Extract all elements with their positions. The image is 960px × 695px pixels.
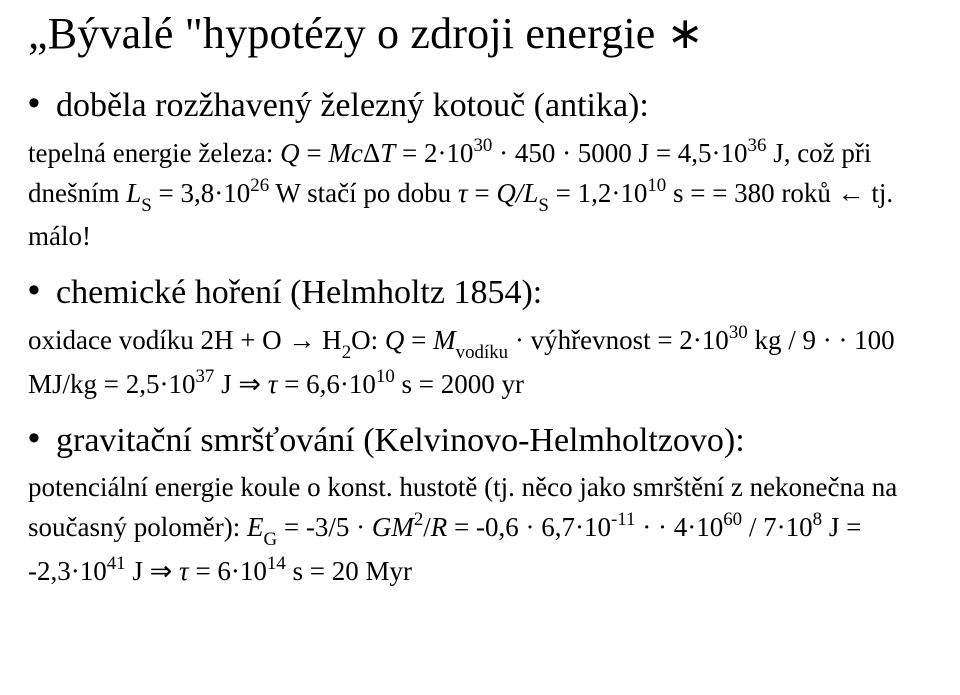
bullet-body: potenciální energie koule o konst. husto… [28,468,932,591]
slide: „Bývalé "hypotézy o zdroji energie ∗ • d… [0,0,960,695]
bullet-row: • gravitační smršťování (Kelvinovo-Helmh… [28,418,932,464]
bullet-heading: gravitační smršťování (Kelvinovo-Helmhol… [56,418,745,464]
bullet-row: • chemické hoření (Helmholtz 1854): [28,270,932,316]
bullet-body: tepelná energie železa: Q = McΔT = 2·103… [28,133,932,256]
bullet-heading: doběla rozžhavený železný kotouč (antika… [56,83,649,129]
bullet-marker: • [28,270,42,311]
bullet-marker: • [28,418,42,459]
bullet-heading: chemické hoření (Helmholtz 1854): [56,270,542,316]
bullet-row: • doběla rozžhavený železný kotouč (anti… [28,83,932,129]
page-title: „Bývalé "hypotézy o zdroji energie ∗ [28,8,932,59]
bullet-body: oxidace vodíku 2H + O → H2O: Q = Mvodíku… [28,320,932,404]
bullet-marker: • [28,83,42,124]
